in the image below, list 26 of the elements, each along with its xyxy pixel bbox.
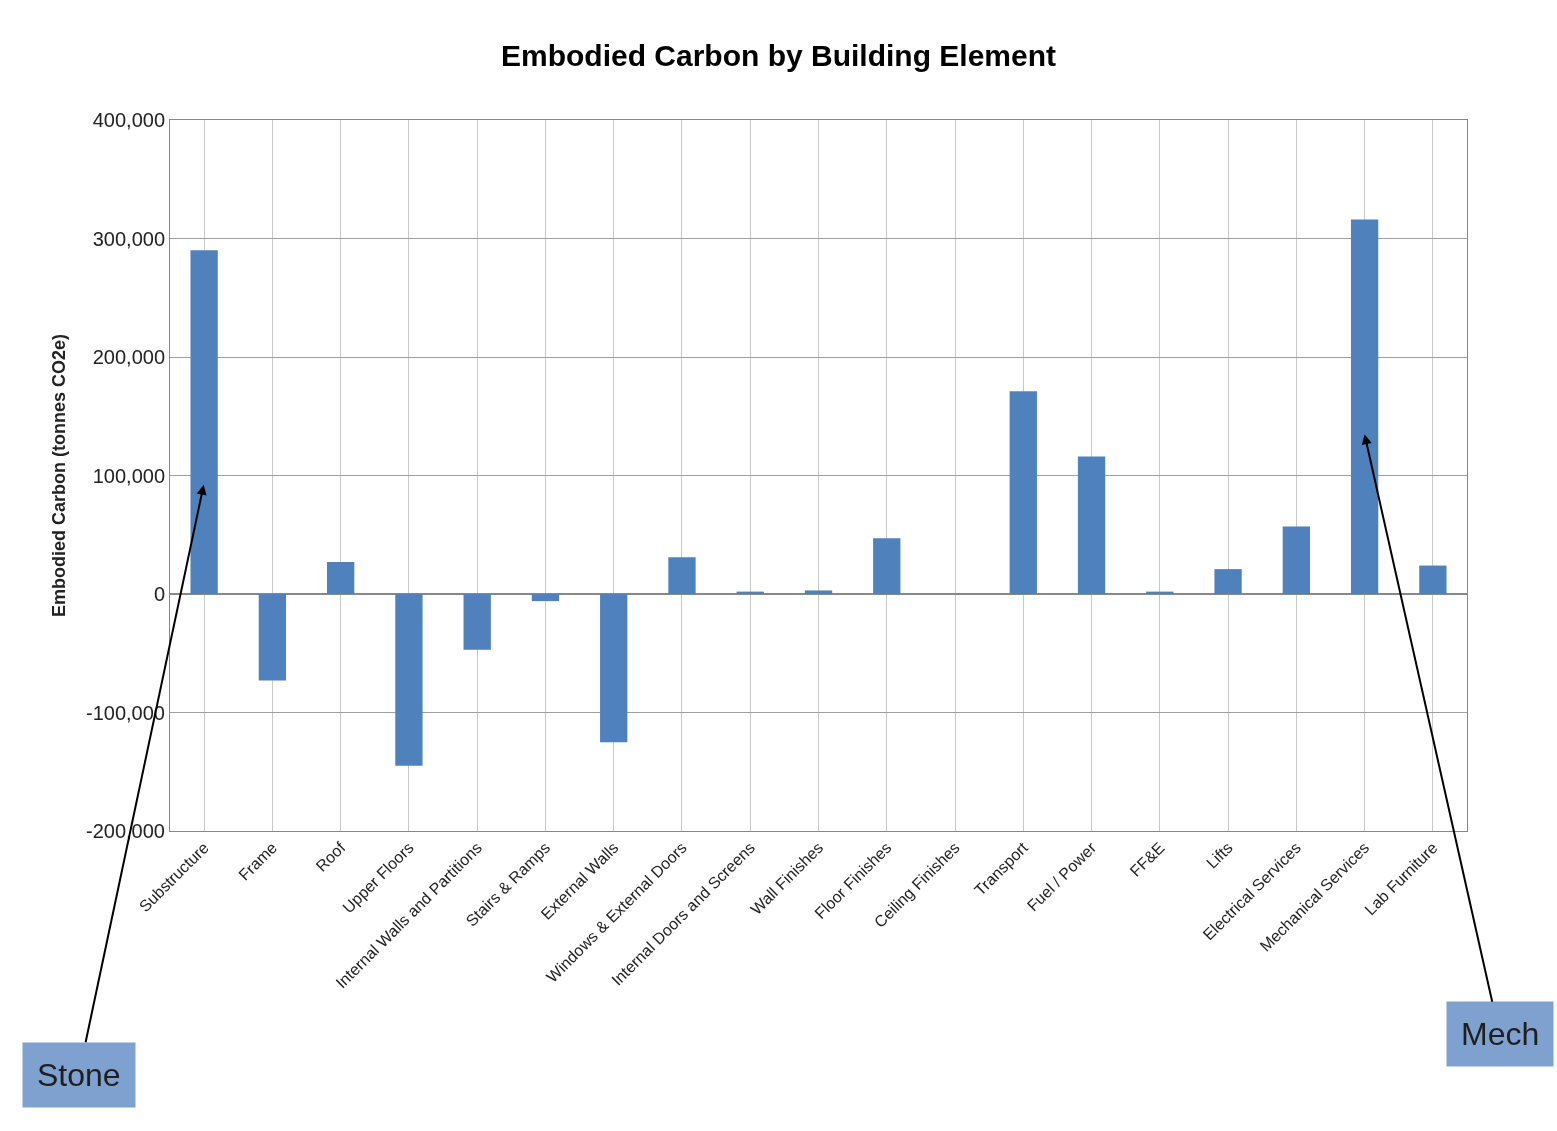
bar [395, 594, 423, 766]
bar [1077, 456, 1106, 594]
text: Stone [37, 1057, 121, 1093]
bar [804, 590, 833, 594]
bar [1419, 565, 1447, 594]
bar [258, 594, 287, 681]
y-tick-label: 0 [153, 583, 165, 605]
chart-title: Embodied Carbon by Building Element [500, 39, 1057, 73]
bar [873, 538, 901, 594]
y-axis-title: Embodied Carbon (tonnes CO2e) [49, 333, 70, 618]
y-tick-label: 300,000 [92, 227, 165, 250]
bar [190, 250, 218, 594]
y-tick-label: 100,000 [92, 464, 165, 487]
bar [600, 594, 628, 743]
y-tick-label: 400,000 [92, 109, 165, 131]
text: Mech [1461, 1016, 1540, 1052]
x-tick-label: Lifts [1203, 838, 1236, 872]
bar [463, 594, 491, 650]
bar [1214, 569, 1242, 594]
bar [1350, 219, 1379, 594]
bar [531, 594, 560, 602]
bar [668, 557, 696, 594]
bar [1282, 526, 1310, 594]
bar [1009, 391, 1037, 594]
bar [327, 562, 355, 594]
y-tick-label: 200,000 [92, 346, 165, 368]
